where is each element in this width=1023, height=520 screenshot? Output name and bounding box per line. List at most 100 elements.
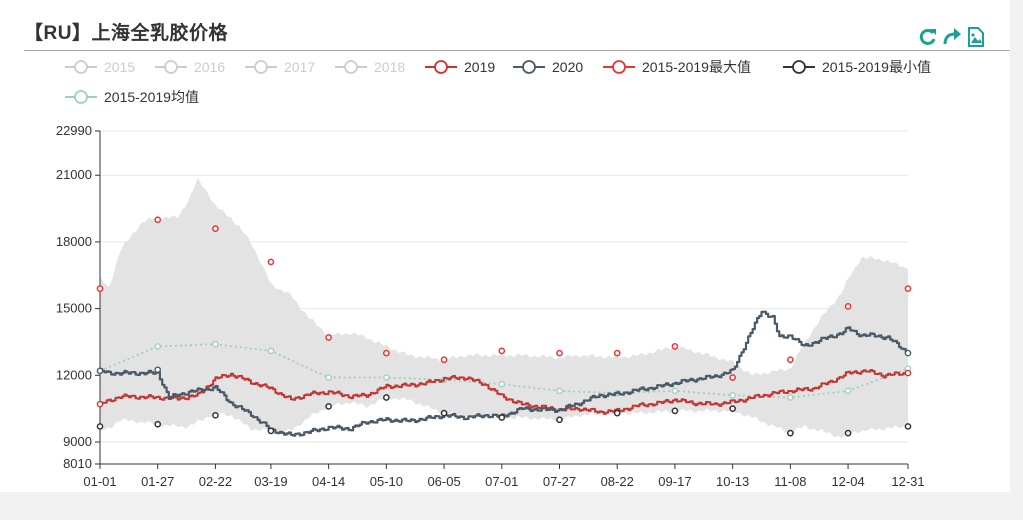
legend-label: 2019 <box>464 59 495 75</box>
max-point <box>440 356 448 364</box>
max-point <box>325 334 332 341</box>
legend-circle-icon <box>344 60 358 74</box>
max-point <box>613 349 621 357</box>
x-tick-label: 11-08 <box>774 474 806 489</box>
x-tick-label: 07-27 <box>543 474 576 489</box>
min-max-band <box>100 177 908 439</box>
y-tick-label: 22990 <box>56 123 92 138</box>
average-point <box>498 380 506 388</box>
x-tick-label: 01-27 <box>141 474 174 489</box>
min-point <box>844 429 852 437</box>
legend-circle-icon <box>164 60 178 74</box>
y-tick-label: 15000 <box>56 301 92 316</box>
chart-title: 【RU】上海全乳胶价格 <box>24 23 228 44</box>
average-point <box>154 343 162 350</box>
legend-item-2016[interactable]: 2016 <box>155 59 225 75</box>
x-tick-label: 12-04 <box>831 474 864 489</box>
legend-item-2018[interactable]: 2018 <box>335 59 405 75</box>
max-point <box>154 216 162 224</box>
legend-label: 2015-2019最小值 <box>822 59 931 75</box>
legend-item-2017[interactable]: 2017 <box>245 59 315 75</box>
title-divider <box>24 50 1010 51</box>
x-tick-label: 04-14 <box>312 474 345 489</box>
max-point <box>671 343 679 350</box>
legend-label: 2015-2019最大值 <box>642 59 751 75</box>
max-point <box>96 285 104 292</box>
x-tick-label: 10-13 <box>716 474 749 489</box>
chart-toolbox <box>918 26 988 50</box>
legend-label: 2015 <box>104 59 135 75</box>
legend-circle-icon <box>74 60 88 74</box>
average-point <box>383 374 390 381</box>
series-2020-line <box>100 310 910 437</box>
y-tick-label: 8010 <box>63 456 92 471</box>
min-point <box>440 409 448 417</box>
x-tick-label: 12-31 <box>891 474 924 489</box>
x-tick-label: 09-17 <box>658 474 691 489</box>
min-point <box>325 403 332 410</box>
series-2019-point <box>904 369 912 377</box>
average-point <box>267 347 275 355</box>
legend-item-2015-2019最小值[interactable]: 2015-2019最小值 <box>783 59 931 75</box>
y-tick-label: 18000 <box>56 234 92 249</box>
share-arrow-icon[interactable] <box>942 26 962 48</box>
min-point <box>383 394 390 401</box>
series-2020-point <box>154 366 162 374</box>
x-tick-label: 05-10 <box>370 474 403 489</box>
series-2019-point <box>96 400 104 408</box>
max-point <box>267 258 275 266</box>
legend-circle-icon <box>792 60 806 74</box>
series-2019-line <box>100 369 909 415</box>
max-point <box>498 347 506 355</box>
series-2020-point <box>96 367 104 375</box>
x-tick-label: 08-22 <box>601 474 634 489</box>
legend-label: 2016 <box>194 59 225 75</box>
y-tick-label: 12000 <box>56 367 92 382</box>
min-point <box>671 407 679 415</box>
min-point <box>729 405 736 412</box>
max-point <box>383 349 390 357</box>
average-point <box>325 374 332 381</box>
average-point <box>844 387 852 395</box>
max-point <box>787 356 794 364</box>
legend-label: 2020 <box>552 59 583 75</box>
legend-circle-icon <box>434 60 448 74</box>
max-point <box>556 349 563 357</box>
min-point <box>556 416 563 424</box>
legend-label: 2015-2019均值 <box>104 89 199 105</box>
min-point <box>613 409 621 417</box>
series-2020-point <box>904 349 912 357</box>
refresh-icon[interactable] <box>918 26 938 48</box>
legend-circle-icon <box>254 60 268 74</box>
min-point <box>904 423 912 430</box>
legend-item-2019[interactable]: 2019 <box>425 59 495 75</box>
max-point <box>729 374 736 381</box>
x-tick-label: 03-19 <box>254 474 287 489</box>
min-point <box>154 420 162 428</box>
x-tick-label: 06-05 <box>427 474 460 489</box>
min-point <box>96 423 104 430</box>
legend-circle-icon <box>612 60 626 74</box>
average-point <box>671 387 679 395</box>
average-point <box>729 392 736 399</box>
legend-item-2020[interactable]: 2020 <box>513 59 583 75</box>
save-image-icon[interactable] <box>966 26 986 48</box>
x-tick-label: 01-01 <box>83 474 116 489</box>
max-point <box>904 285 912 292</box>
x-tick-label: 07-01 <box>485 474 518 489</box>
min-point <box>787 429 794 437</box>
legend-circle-icon <box>74 90 88 104</box>
legend-label: 2018 <box>374 59 405 75</box>
max-point <box>212 225 219 232</box>
legend-label: 2017 <box>284 59 315 75</box>
min-point <box>267 427 275 435</box>
y-tick-label: 9000 <box>63 434 92 449</box>
legend-circle-icon <box>522 60 536 74</box>
max-point <box>844 303 852 310</box>
legend-item-2015[interactable]: 2015 <box>65 59 135 75</box>
legend-item-2015-2019最大值[interactable]: 2015-2019最大值 <box>603 59 751 75</box>
min-point <box>212 411 219 419</box>
average-point <box>212 340 219 348</box>
legend-item-2015-2019均值[interactable]: 2015-2019均值 <box>65 89 199 105</box>
